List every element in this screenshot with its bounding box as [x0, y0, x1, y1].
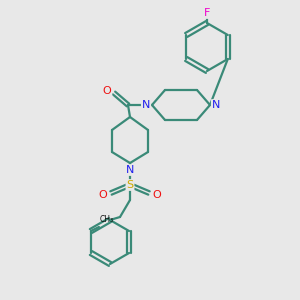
- Text: N: N: [212, 100, 220, 110]
- Text: CH₃: CH₃: [100, 215, 114, 224]
- Text: O: O: [103, 86, 111, 96]
- Text: N: N: [142, 100, 150, 110]
- Text: O: O: [153, 190, 161, 200]
- Text: S: S: [126, 180, 134, 190]
- Text: O: O: [99, 190, 107, 200]
- Text: F: F: [204, 8, 210, 18]
- Text: N: N: [126, 165, 134, 175]
